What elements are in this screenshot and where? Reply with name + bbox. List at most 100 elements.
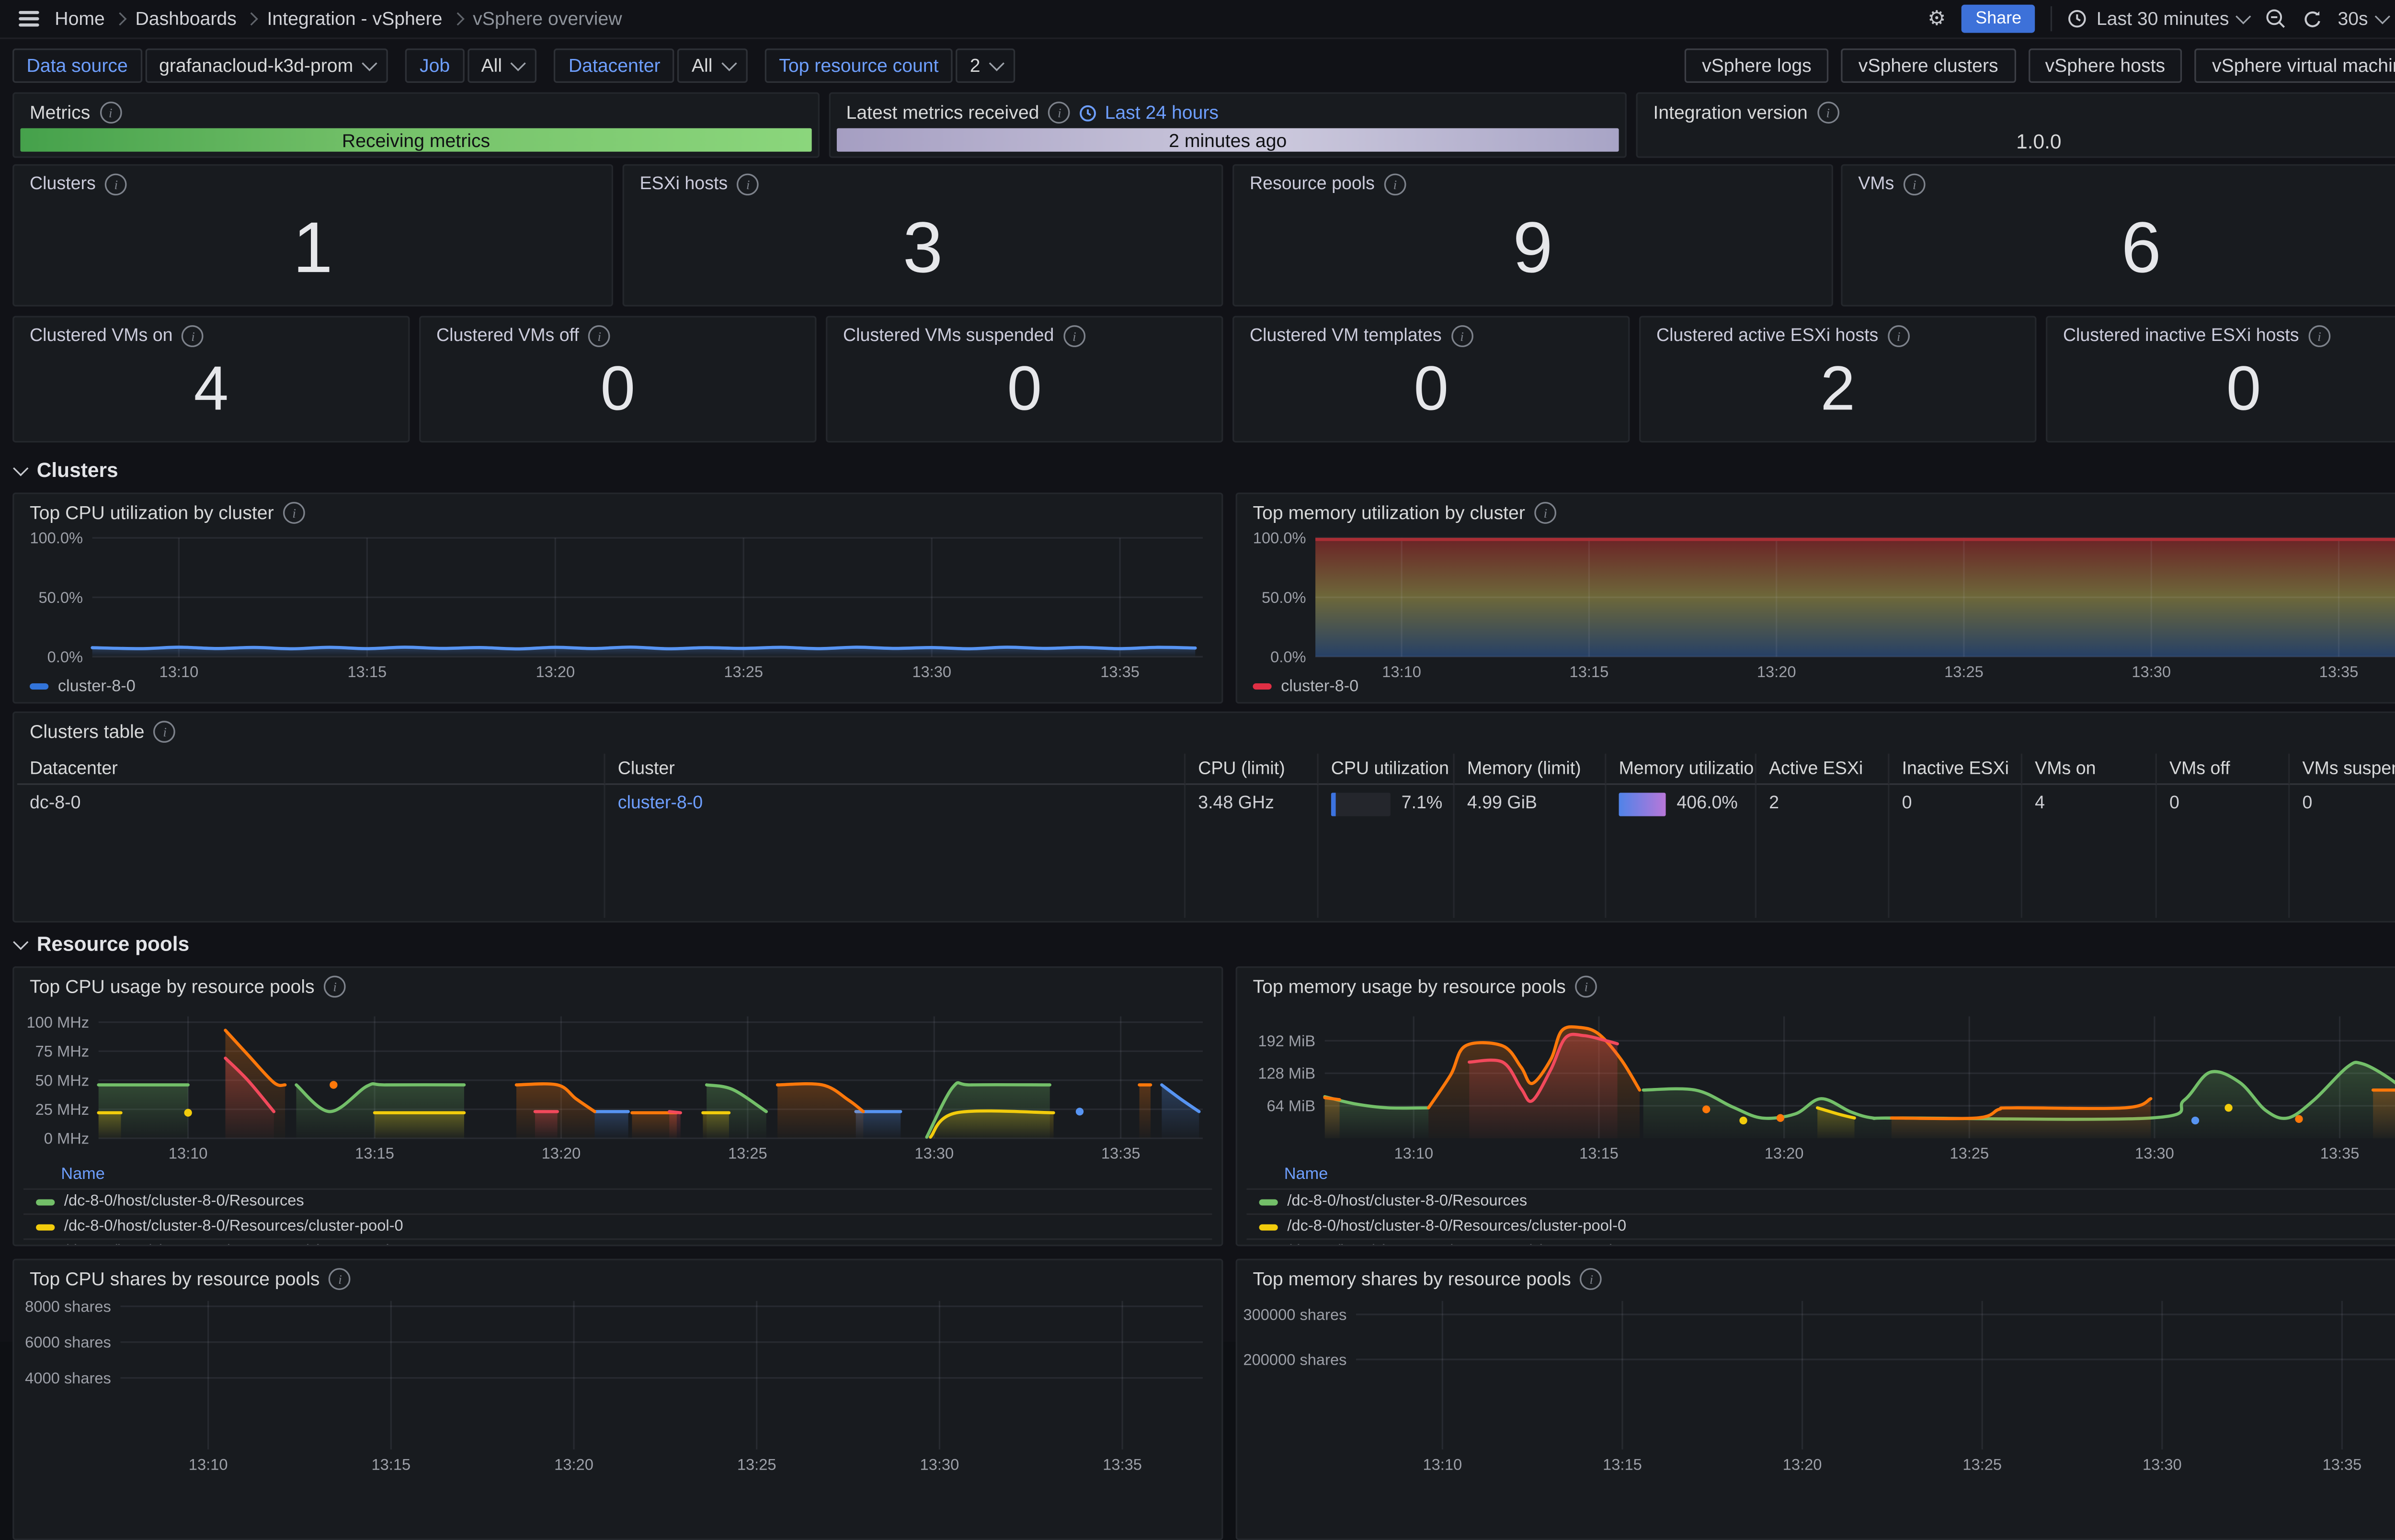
panel-stat-resource-pools: Resource pools i 9 bbox=[1232, 164, 1833, 307]
info-icon[interactable]: i bbox=[99, 102, 122, 124]
gear-icon[interactable]: ⚙ bbox=[1927, 6, 1946, 30]
info-icon[interactable]: i bbox=[1384, 173, 1406, 196]
var-job-value[interactable]: All bbox=[467, 48, 537, 83]
stat-label: Clustered VMs on bbox=[30, 327, 173, 346]
svg-text:0 MHz: 0 MHz bbox=[44, 1130, 89, 1147]
col-header[interactable]: Memory utilization bbox=[1606, 753, 1756, 785]
var-datacenter-value[interactable]: All bbox=[677, 48, 748, 83]
info-icon[interactable]: i bbox=[737, 173, 759, 196]
chart-legend-table: Name /dc-8-0/host/cluster-8-0/Resources … bbox=[23, 1162, 1212, 1245]
svg-text:13:10: 13:10 bbox=[1394, 1144, 1433, 1162]
col-header[interactable]: Memory (limit) bbox=[1454, 753, 1607, 785]
nav-actions: ⚙ Share Last 30 minutes 30s bbox=[1927, 4, 2395, 33]
info-icon[interactable]: i bbox=[182, 325, 204, 347]
info-icon[interactable]: i bbox=[1534, 502, 1557, 524]
cluster-link[interactable]: cluster-8-0 bbox=[617, 794, 703, 813]
panel-clusters-table: Clusters table i Datacenter Cluster CPU (… bbox=[12, 711, 2395, 923]
info-icon[interactable]: i bbox=[2308, 325, 2330, 347]
stat-value: 3 bbox=[902, 205, 943, 287]
info-icon[interactable]: i bbox=[1887, 325, 1910, 347]
info-icon[interactable]: i bbox=[1049, 102, 1071, 124]
var-job-label[interactable]: Job bbox=[405, 48, 464, 83]
link-vsphere-hosts[interactable]: vSphere hosts bbox=[2028, 48, 2182, 83]
legend-item[interactable]: /dc-8-0/host/cluster-8-0/Resources bbox=[23, 1188, 1212, 1213]
stat-label: Clustered VMs off bbox=[436, 327, 579, 346]
memory-pools-chart[interactable]: 13:10 13:15 13:20 13:25 13:30 13:35 64 MiB 128 … bbox=[1243, 1002, 2395, 1162]
zoom-out-icon[interactable] bbox=[2264, 8, 2286, 30]
info-icon[interactable]: i bbox=[154, 721, 176, 743]
svg-text:13:20: 13:20 bbox=[1783, 1455, 1822, 1473]
breadcrumb-home[interactable]: Home bbox=[55, 8, 105, 30]
breadcrumb-dashboards[interactable]: Dashboards bbox=[135, 8, 237, 30]
info-icon[interactable]: i bbox=[588, 325, 611, 347]
svg-text:13:25: 13:25 bbox=[724, 663, 763, 680]
legend-header[interactable]: Name bbox=[61, 1165, 105, 1184]
cpu-pools-chart[interactable]: 13:10 13:15 13:20 13:25 13:30 13:35 0 MHz 25 MH… bbox=[20, 1002, 1212, 1162]
legend-item[interactable]: cluster-8-0 bbox=[30, 677, 136, 696]
table-filler bbox=[605, 822, 1186, 918]
memory-shares-chart[interactable]: 13:10 13:15 13:20 13:25 13:30 13:35 300000 sha… bbox=[1243, 1295, 2395, 1529]
svg-text:13:25: 13:25 bbox=[1950, 1144, 1989, 1162]
var-datasource-value[interactable]: grafanacloud-k3d-prom bbox=[145, 48, 388, 83]
col-header[interactable]: Datacenter bbox=[17, 753, 605, 785]
col-header[interactable]: VMs suspended bbox=[2290, 754, 2395, 785]
time-range-picker[interactable]: Last 30 minutes bbox=[2068, 8, 2251, 30]
cell-memory-utilization: 406.0% bbox=[1606, 785, 1756, 823]
table-filler bbox=[1606, 822, 1756, 918]
legend-item[interactable]: cluster-8-0 bbox=[1253, 677, 1358, 696]
legend-header[interactable]: Name bbox=[1284, 1165, 1328, 1184]
share-button[interactable]: Share bbox=[1961, 4, 2036, 33]
legend-item[interactable]: /dc-8-0/host/cluster-8-0/Resources/clust… bbox=[23, 1213, 1212, 1238]
link-vsphere-clusters[interactable]: vSphere clusters bbox=[1841, 48, 2016, 83]
info-icon[interactable]: i bbox=[329, 1268, 351, 1290]
info-icon[interactable]: i bbox=[1063, 325, 1085, 347]
cpu-shares-chart[interactable]: 13:10 13:15 13:20 13:25 13:30 13:35 8000 share… bbox=[20, 1295, 1212, 1529]
info-icon[interactable]: i bbox=[324, 975, 346, 998]
svg-text:64 MiB: 64 MiB bbox=[1267, 1097, 1316, 1115]
panel-stat-vms: VMs i 6 bbox=[1841, 164, 2395, 307]
clock-icon bbox=[2069, 10, 2087, 28]
col-header[interactable]: Cluster bbox=[605, 753, 1186, 785]
stat-value: 1 bbox=[293, 205, 333, 287]
menu-icon[interactable] bbox=[16, 8, 43, 30]
legend-item[interactable]: /dc-8-0/host/cluster-8-0/Resources/clust… bbox=[1246, 1238, 2395, 1245]
col-header[interactable]: VMs on bbox=[2022, 753, 2157, 785]
info-icon[interactable]: i bbox=[1817, 102, 1839, 124]
cpu-cluster-chart[interactable]: 13:10 13:15 13:20 13:25 13:30 13:35 0.0% 50.0% 1… bbox=[20, 529, 1212, 681]
info-icon[interactable]: i bbox=[1451, 325, 1473, 347]
info-icon[interactable]: i bbox=[105, 173, 127, 196]
var-datasource-label[interactable]: Data source bbox=[12, 48, 142, 83]
info-icon[interactable]: i bbox=[1575, 975, 1597, 998]
svg-text:13:10: 13:10 bbox=[160, 663, 199, 680]
var-top-resource-count: Top resource count 2 bbox=[764, 48, 1016, 83]
link-vsphere-virtual-machines[interactable]: vSphere virtual machines bbox=[2195, 48, 2395, 83]
stat-value: 4 bbox=[194, 355, 229, 424]
col-header[interactable]: Inactive ESXi bbox=[1889, 753, 2023, 785]
section-resource-pools[interactable]: Resource pools bbox=[13, 932, 189, 955]
col-header[interactable]: VMs off bbox=[2156, 753, 2290, 785]
legend-item[interactable]: /dc-8-0/host/cluster-8-0/Resources/clust… bbox=[1246, 1213, 2395, 1238]
breadcrumb-folder[interactable]: Integration - vSphere bbox=[267, 8, 443, 30]
col-header[interactable]: Active ESXi bbox=[1756, 753, 1890, 785]
legend-color bbox=[36, 1223, 55, 1230]
col-header[interactable]: CPU utilization bbox=[1318, 753, 1455, 785]
legend-item[interactable]: /dc-8-0/host/cluster-8-0/Resources/clust… bbox=[23, 1238, 1212, 1245]
var-top-resource-count-value[interactable]: 2 bbox=[956, 48, 1016, 83]
link-vsphere-logs[interactable]: vSphere logs bbox=[1685, 48, 1829, 83]
panel-time-range-link[interactable]: Last 24 hours bbox=[1080, 102, 1219, 124]
info-icon[interactable]: i bbox=[1580, 1268, 1603, 1290]
clock-icon bbox=[1080, 104, 1097, 121]
var-datacenter-label[interactable]: Datacenter bbox=[554, 48, 674, 83]
info-icon[interactable]: i bbox=[283, 502, 305, 524]
section-clusters[interactable]: Clusters bbox=[13, 458, 118, 482]
info-icon[interactable]: i bbox=[1903, 173, 1926, 196]
legend-item[interactable]: /dc-8-0/host/cluster-8-0/Resources bbox=[1246, 1188, 2395, 1213]
stat-value: 6 bbox=[2121, 205, 2161, 287]
svg-text:13:35: 13:35 bbox=[2320, 1144, 2360, 1162]
integration-version-value: 1.0.0 bbox=[2016, 129, 2062, 153]
var-top-resource-count-label[interactable]: Top resource count bbox=[764, 48, 953, 83]
col-header[interactable]: CPU (limit) bbox=[1186, 753, 1319, 785]
memory-cluster-chart[interactable]: 13:10 13:15 13:20 13:25 13:30 13:35 0.0% 50.0% 1… bbox=[1243, 529, 2395, 681]
refresh-interval-picker[interactable]: 30s bbox=[2338, 8, 2390, 30]
refresh-icon[interactable] bbox=[2302, 9, 2322, 29]
